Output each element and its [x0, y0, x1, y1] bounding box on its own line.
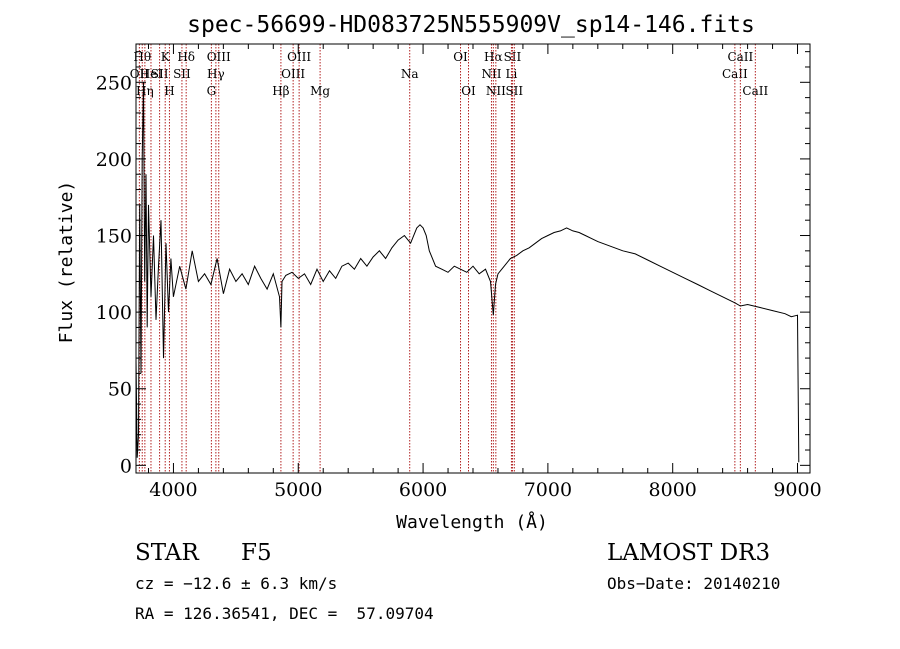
spectral-line-label: CaII	[722, 67, 748, 81]
spectral-line-label: Hγ	[207, 67, 225, 81]
spectral-line-label: H	[164, 84, 174, 98]
object-class: STAR	[135, 540, 199, 566]
spectral-line-label: G	[207, 84, 217, 98]
spectral-line-label: SII	[504, 50, 522, 64]
spectral-line-label: Hθ	[133, 50, 151, 64]
spectral-line-label: OI	[461, 84, 476, 98]
chart-title: spec-56699-HD083725N555909V_sp14-146.fit…	[187, 12, 755, 38]
x-tick-label: 5000	[274, 479, 322, 501]
x-axis-label: Wavelength (Å)	[396, 511, 548, 533]
spectral-line-label: NII	[481, 67, 501, 81]
y-tick-label: 150	[96, 226, 132, 248]
spectral-line-label: Na	[401, 67, 419, 81]
spectral-line-label: NII	[486, 84, 506, 98]
y-tick-label: 200	[96, 149, 132, 171]
spectral-line-label: SII	[505, 84, 523, 98]
cz-value: cz = −12.6 ± 6.3 km/s	[135, 574, 338, 593]
y-tick-label: 0	[120, 455, 132, 477]
spectral-line-label: CaII	[727, 50, 753, 64]
y-axis-label: Flux (relative)	[56, 181, 77, 344]
spectral-line-label: Hα	[484, 50, 503, 64]
spectral-line-label: SII	[151, 67, 169, 81]
spectrum-line	[135, 82, 800, 463]
spectral-line-label: OI	[453, 50, 468, 64]
x-tick-label: 8000	[649, 479, 697, 501]
spectral-line-label: SII	[173, 67, 191, 81]
y-tick-label: 100	[96, 302, 132, 324]
x-tick-label: 6000	[399, 479, 447, 501]
ra-dec: RA = 126.36541, DEC = 57.09704	[135, 604, 434, 623]
spectral-line-label: Mg	[310, 84, 330, 98]
y-tick-label: 250	[96, 72, 132, 94]
spectral-line-label: HeI	[140, 67, 163, 81]
plot-frame	[135, 43, 811, 474]
x-tick-label: 4000	[149, 479, 197, 501]
x-tick-label: 9000	[773, 479, 821, 501]
spectral-line-label: Hδ	[177, 50, 195, 64]
spectral-lines: OIIHθHηHeISIIKHSIIHδGHγOIIIHβOIIIOIIIMgN…	[130, 44, 768, 473]
subclass: F5	[241, 540, 272, 566]
spectral-line-label: K	[161, 50, 171, 64]
spectral-line-label: Li	[506, 67, 518, 81]
spectral-line-label: Hβ	[272, 84, 289, 98]
survey-name: LAMOST DR3	[607, 540, 771, 566]
spectral-line-label: OIII	[287, 50, 311, 64]
spectral-line-label: OIII	[281, 67, 305, 81]
x-tick-label: 7000	[524, 479, 572, 501]
obs-date: Obs−Date: 20140210	[607, 574, 781, 593]
plot-border	[135, 43, 811, 474]
y-tick-label: 50	[108, 379, 132, 401]
spectral-line-label: OIII	[207, 50, 231, 64]
spectral-line-label: CaII	[742, 84, 768, 98]
axis-ticks: 4000 5000 6000 7000 8000 9000 0 50 100 150 200 250	[96, 44, 822, 501]
spectral-line-label: Hη	[136, 84, 154, 98]
